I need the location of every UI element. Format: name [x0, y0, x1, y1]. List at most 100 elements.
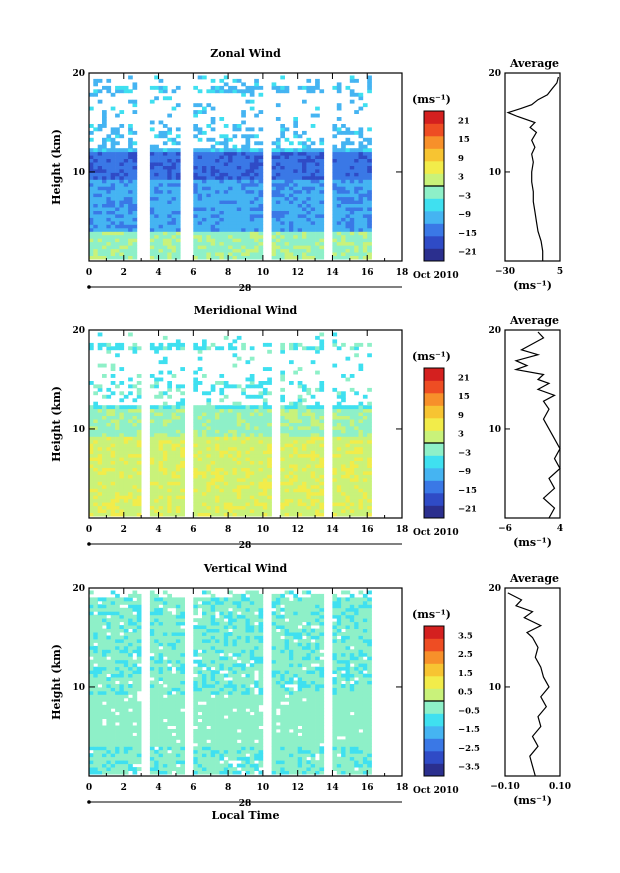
heatmap-cell	[354, 453, 359, 458]
heatmap-cell	[154, 436, 159, 441]
heatmap-cell	[258, 477, 264, 482]
heatmap-cell	[241, 82, 246, 87]
heatmap-cell	[115, 186, 120, 191]
heatmap-cell	[315, 196, 320, 201]
heatmap-cell	[110, 450, 116, 455]
heatmap-cell	[106, 175, 112, 180]
heatmap-cell	[236, 169, 242, 173]
heatmap-cell	[123, 477, 129, 482]
heatmap-cell	[223, 217, 229, 222]
heatmap-cell	[232, 446, 238, 451]
heatmap-cell	[354, 439, 359, 444]
heatmap-cell	[293, 426, 298, 430]
heatmap-cell	[171, 512, 177, 517]
heatmap-cell	[280, 474, 285, 479]
heatmap-cell	[362, 234, 368, 239]
heatmap-cell	[358, 172, 364, 177]
heatmap-cell	[136, 426, 142, 430]
heatmap-cell	[158, 207, 164, 211]
heatmap-cell	[241, 460, 246, 465]
heatmap-cell	[341, 255, 346, 260]
heatmap-cell	[332, 148, 338, 153]
heatmap-cell	[167, 252, 172, 256]
heatmap-cell	[210, 117, 216, 121]
heatmap-cell	[167, 155, 172, 159]
heatmap-cell	[258, 155, 264, 159]
heatmap-cell	[262, 460, 268, 465]
heatmap-cell	[106, 155, 112, 159]
heatmap-cell	[115, 645, 120, 650]
heatmap-cell	[89, 718, 94, 723]
heatmap-cell	[154, 422, 159, 427]
heatmap-cell	[193, 412, 198, 416]
heatmap-cell	[349, 217, 355, 222]
heatmap-cell	[193, 488, 198, 493]
heatmap-cell	[284, 169, 290, 173]
heatmap-cell	[245, 488, 251, 493]
heatmap-cell	[358, 231, 364, 236]
colorbar-tick-label: −9	[458, 210, 471, 220]
heatmap-cell	[358, 238, 364, 243]
heatmap-cell	[210, 429, 216, 434]
heatmap-cell	[349, 488, 355, 493]
heatmap-cell	[206, 491, 212, 496]
heatmap-cell	[154, 346, 159, 351]
heatmap-cell	[106, 429, 112, 434]
heatmap-cell	[197, 491, 203, 496]
heatmap-cell	[106, 158, 112, 163]
heatmap-cell	[149, 760, 155, 765]
heatmap-cell	[123, 718, 129, 723]
heatmap-cell	[241, 457, 246, 461]
heatmap-cell	[249, 179, 255, 184]
heatmap-cell	[319, 89, 325, 94]
heatmap-cell	[154, 711, 159, 716]
heatmap-cell	[123, 502, 129, 507]
heatmap-cell	[284, 471, 290, 475]
heatmap-cell	[106, 600, 112, 605]
heatmap-cell	[102, 453, 107, 458]
heatmap-cell	[197, 412, 203, 416]
heatmap-cell	[210, 148, 216, 153]
heatmap-cell	[254, 512, 259, 517]
heatmap-cell	[175, 227, 181, 232]
heatmap-cell	[106, 85, 112, 90]
heatmap-cell	[228, 384, 233, 389]
heatmap-cell	[354, 436, 359, 441]
heatmap-cell	[236, 453, 242, 458]
heatmap-cell	[284, 210, 290, 215]
x-tick-label: 8	[225, 525, 231, 535]
heatmap-cell	[232, 224, 238, 229]
heatmap-cell	[115, 196, 120, 201]
heatmap-cell	[106, 488, 112, 493]
heatmap-cell	[354, 193, 359, 198]
heatmap-cell	[306, 477, 312, 482]
heatmap-cell	[158, 474, 164, 479]
heatmap-cell	[154, 690, 159, 695]
heatmap-cell	[89, 756, 94, 761]
heatmap-cell	[293, 148, 298, 153]
heatmap-cell	[171, 252, 177, 256]
heatmap-cell	[119, 708, 125, 713]
heatmap-cell	[349, 512, 355, 517]
heatmap-cell	[106, 78, 112, 83]
heatmap-cell	[341, 398, 346, 403]
heatmap-cell	[158, 162, 164, 166]
heatmap-cell	[197, 422, 203, 427]
heatmap-cell	[119, 746, 125, 751]
heatmap-cell	[167, 200, 172, 204]
heatmap-cell	[154, 742, 159, 747]
heatmap-cell	[175, 245, 181, 250]
heatmap-cell	[315, 231, 320, 236]
heatmap-cell	[180, 467, 185, 472]
heatmap-cell	[210, 432, 216, 437]
heatmap-cell	[236, 124, 242, 128]
heatmap-cell	[345, 498, 351, 503]
heatmap-cell	[354, 217, 359, 222]
heatmap-cell	[197, 241, 203, 246]
heatmap-cell	[249, 196, 255, 201]
heatmap-cell	[358, 141, 364, 146]
heatmap-cell	[358, 252, 364, 256]
heatmap-cell	[115, 491, 120, 496]
heatmap-cell	[319, 241, 325, 246]
heatmap-cell	[332, 165, 338, 170]
